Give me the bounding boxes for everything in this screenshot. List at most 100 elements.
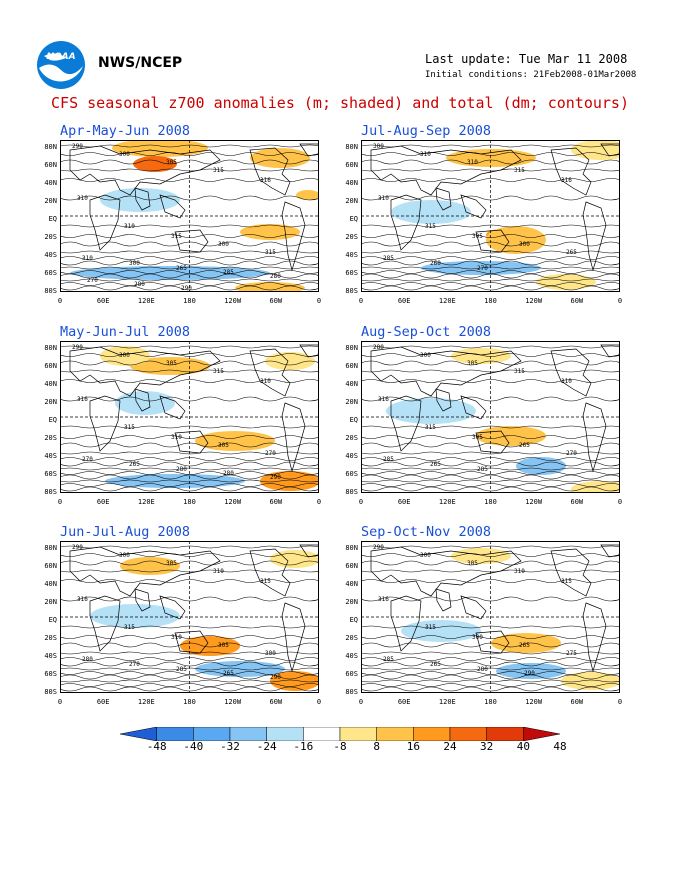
- contour-label: 275: [566, 650, 577, 657]
- color-bar-label: -40: [183, 740, 204, 753]
- contour-line: [60, 635, 319, 639]
- continent-outline: [550, 548, 592, 597]
- map-frame: [361, 341, 620, 493]
- continent-outline: [249, 548, 291, 597]
- longitude-label: 180: [484, 698, 497, 706]
- latitude-label: 60N: [345, 161, 358, 169]
- latitude-label: 60S: [345, 470, 358, 478]
- contour-line: [60, 250, 319, 254]
- latitude-label: 40S: [44, 251, 57, 259]
- contour-line: [60, 168, 319, 172]
- contour-label: 285: [383, 456, 394, 463]
- contour-label: 310: [260, 378, 271, 385]
- contour-line: [361, 471, 620, 475]
- contour-line: [361, 569, 620, 573]
- contour-label: 290: [72, 544, 83, 551]
- longitude-label: 0: [316, 297, 322, 305]
- latitude-label: 20N: [44, 398, 57, 406]
- longitude-label: 60W: [570, 498, 584, 506]
- latitude-label: 20S: [345, 434, 358, 442]
- contour-label: 315: [425, 424, 436, 431]
- last-update-text: Last update: Tue Mar 11 2008: [425, 52, 628, 66]
- anomaly-shading: [451, 348, 511, 364]
- continent-outline: [281, 602, 306, 673]
- contour-line: [60, 178, 319, 182]
- contour-line: [361, 545, 620, 549]
- latitude-label: 60S: [345, 269, 358, 277]
- contour-label: 310: [77, 195, 88, 202]
- contour-line: [60, 579, 319, 583]
- contour-line: [361, 260, 620, 266]
- latitude-label: 80S: [345, 688, 358, 696]
- contour-line: [361, 483, 620, 487]
- contour-line: [60, 282, 319, 286]
- color-bar-label: -24: [256, 740, 277, 753]
- contour-line: [60, 569, 319, 573]
- contour-label: 270: [87, 277, 98, 284]
- continent-outline: [550, 348, 592, 397]
- contour-line: [361, 282, 620, 286]
- contour-line: [60, 144, 319, 148]
- latitude-label: 60N: [345, 362, 358, 370]
- contour-label: 310: [514, 568, 525, 575]
- anomaly-shading: [70, 266, 270, 280]
- color-bar-label: -16: [293, 740, 314, 753]
- contour-line: [361, 442, 620, 448]
- initial-conditions-text: Initial conditions: 21Feb2008-01Mar2008: [425, 70, 637, 80]
- contour-line: [60, 159, 319, 165]
- latitude-label: 20N: [345, 598, 358, 606]
- contour-label: 300: [265, 650, 276, 657]
- anomaly-map: 290 300 305 310 315 316 315 300 265 275 285 265 280 2…: [361, 541, 620, 693]
- continent-outline: [550, 147, 592, 196]
- latitude-label: 40S: [345, 652, 358, 660]
- color-swatch: [376, 727, 414, 741]
- contour-label: 300: [129, 260, 140, 267]
- anomaly-map: 290 300 305 315 310 316 315 310 305 270 270 265 280 2…: [60, 341, 319, 493]
- contour-line: [361, 241, 620, 247]
- continent-outline: [69, 546, 221, 597]
- anomaly-map: 290 300 305 310 315 316 315 310 305 300 280 270 285 2…: [60, 541, 319, 693]
- latitude-label: 60N: [44, 161, 57, 169]
- contour-label: 315: [514, 368, 525, 375]
- contour-line: [60, 642, 319, 648]
- anomaly-shading: [180, 636, 240, 656]
- contour-label: 280: [134, 281, 145, 288]
- contour-label: 265: [519, 642, 530, 649]
- figure-title: CFS seasonal z700 anomalies (m; shaded) …: [51, 94, 629, 112]
- color-swatch: [120, 727, 157, 741]
- contour-line: [361, 674, 620, 680]
- contour-label: 300: [218, 241, 229, 248]
- contour-line: [60, 667, 319, 671]
- latitude-label: 80S: [345, 488, 358, 496]
- anomaly-shading: [446, 149, 536, 167]
- contour-line: [361, 683, 620, 687]
- contour-label: 270: [129, 661, 140, 668]
- longitude-label: 180: [484, 498, 497, 506]
- anomaly-shading: [476, 426, 546, 446]
- contour-label: 290: [72, 143, 83, 150]
- longitude-label: 180: [183, 698, 196, 706]
- anomaly-map: 290 300 305 315 316 310 310 315 300 315 310 300 265 2…: [60, 140, 319, 292]
- contour-line: [60, 234, 319, 238]
- contour-label: 305: [218, 442, 229, 449]
- logo-text: NOAA: [46, 52, 75, 62]
- longitude-label: 60W: [269, 698, 283, 706]
- contour-label: 310: [82, 255, 93, 262]
- contour-label: 265: [176, 265, 187, 272]
- latitude-label: EQ: [48, 416, 57, 424]
- contour-line: [60, 560, 319, 566]
- contour-line: [60, 266, 319, 270]
- latitude-label: 80S: [44, 287, 57, 295]
- longitude-label: 0: [617, 498, 623, 506]
- latitude-label: 80N: [345, 544, 358, 552]
- map-frame: [361, 140, 620, 292]
- longitude-label: 120E: [438, 698, 456, 706]
- color-bar-label: 32: [480, 740, 494, 753]
- latitude-label: 80N: [44, 344, 57, 352]
- latitude-label: 60N: [44, 362, 57, 370]
- color-swatch: [339, 727, 377, 741]
- longitude-label: 180: [484, 297, 497, 305]
- anomaly-map: 280 300 305 315 310 316 315 305 265 270 285 265 285: [361, 341, 620, 493]
- contour-line: [361, 671, 620, 675]
- contour-label: 315: [561, 578, 572, 585]
